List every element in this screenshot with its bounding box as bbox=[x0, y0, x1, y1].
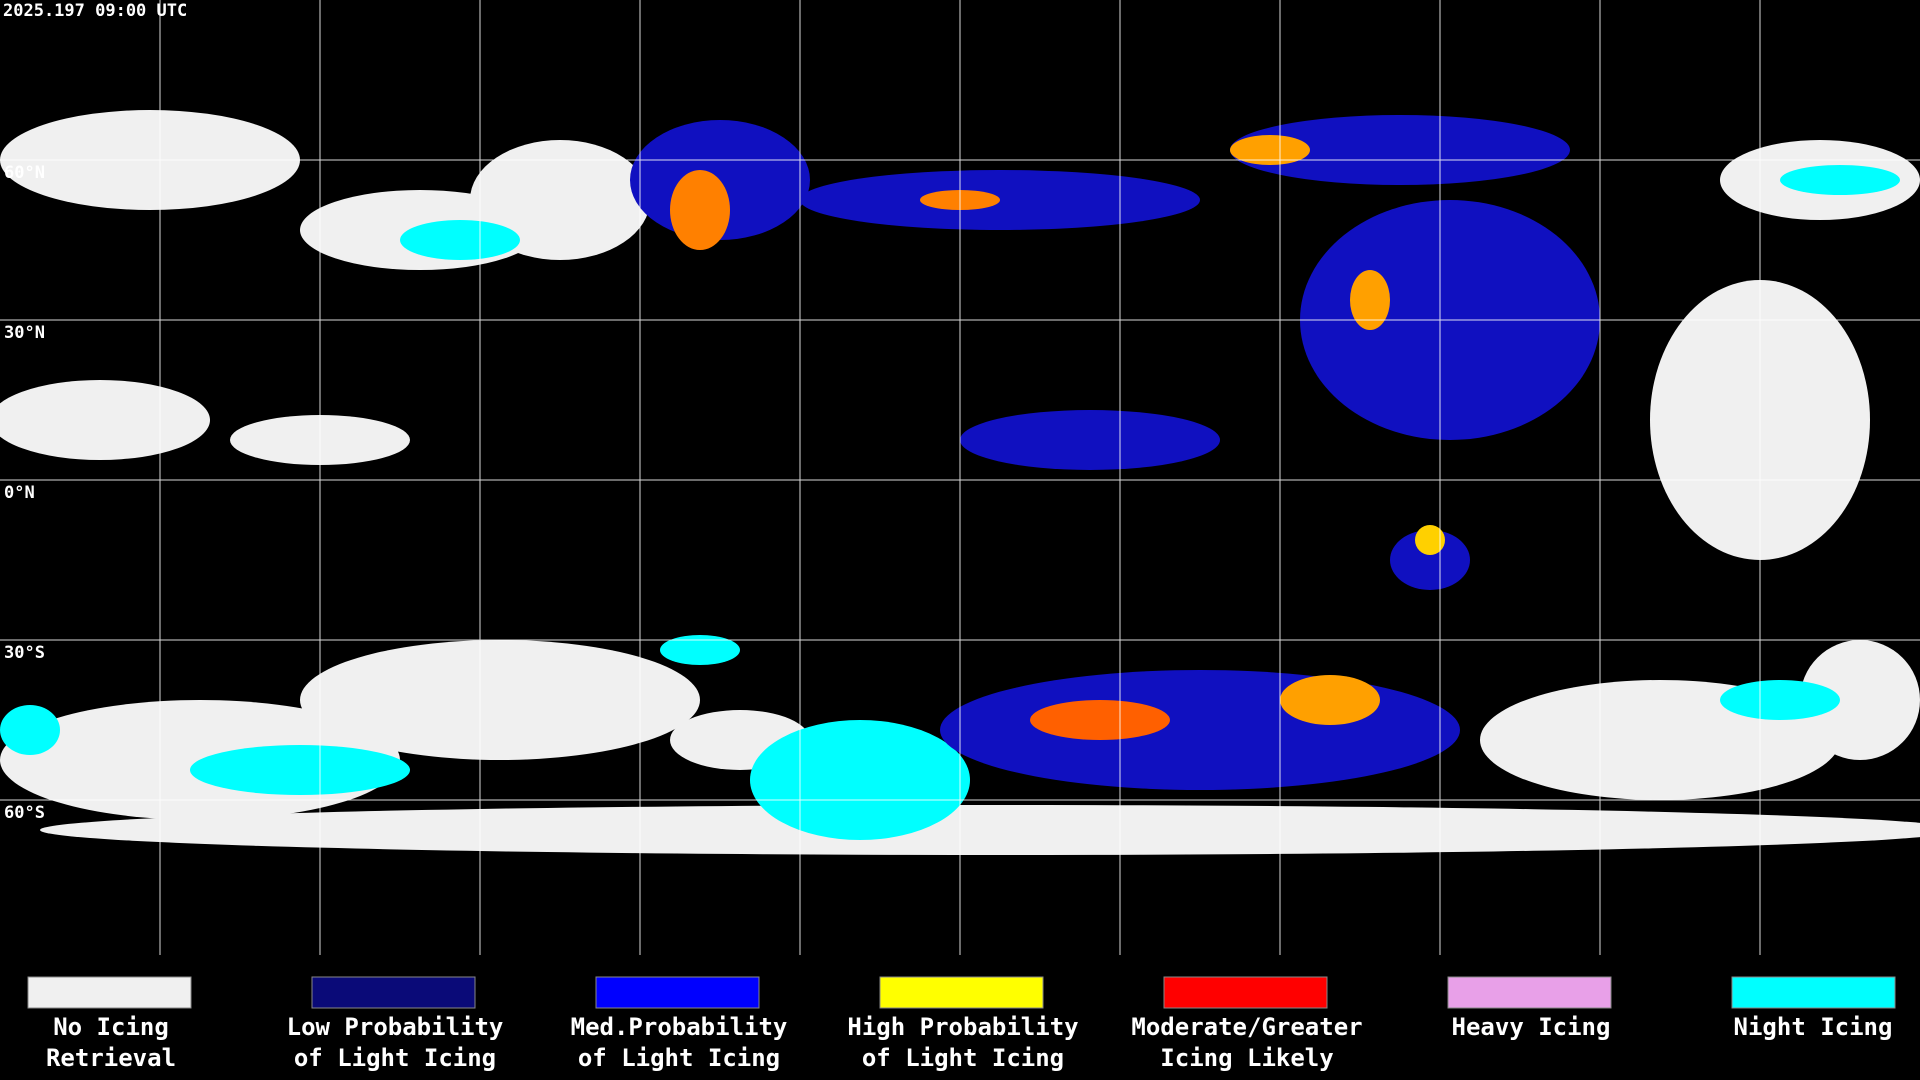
latitude-label: 60°S bbox=[4, 803, 45, 823]
legend-label: of Light Icing bbox=[578, 1044, 780, 1072]
legend-swatch bbox=[1731, 976, 1896, 1009]
legend-label: of Light Icing bbox=[294, 1044, 496, 1072]
legend-label: Icing Likely bbox=[1160, 1044, 1333, 1072]
cloud-night-icing bbox=[0, 165, 1900, 840]
legend-swatch bbox=[1163, 976, 1328, 1009]
latitude-label: 0°N bbox=[4, 483, 35, 503]
legend-label: Retrieval bbox=[46, 1044, 176, 1072]
legend-swatch bbox=[311, 976, 476, 1009]
icing-high-moderate bbox=[670, 135, 1445, 740]
graticule bbox=[0, 0, 1920, 955]
latitude-label: 60°N bbox=[4, 163, 45, 183]
legend-swatch bbox=[879, 976, 1044, 1009]
legend-label: Heavy Icing bbox=[1452, 1013, 1611, 1041]
legend-swatch bbox=[595, 976, 760, 1009]
legend-label: High Probability bbox=[847, 1013, 1078, 1041]
legend: No Icing Retrieval Low Probability of Light… bbox=[27, 976, 1896, 1072]
timestamp: 2025.197 09:00 UTC bbox=[3, 1, 187, 21]
legend-label: Night Icing bbox=[1734, 1013, 1893, 1041]
legend-label: No Icing bbox=[53, 1013, 169, 1041]
legend-label: Med.Probability bbox=[571, 1013, 788, 1041]
legend-swatch bbox=[27, 976, 192, 1009]
legend-label: Moderate/Greater bbox=[1131, 1013, 1362, 1041]
legend-swatch bbox=[1447, 976, 1612, 1009]
legend-label: Low Probability bbox=[287, 1013, 504, 1041]
map: 60°N 30°N 0°N 30°S 60°S 2025.197 09:00 UTC bbox=[0, 0, 1920, 955]
latitude-labels: 60°N 30°N 0°N 30°S 60°S bbox=[4, 163, 45, 823]
legend-label: of Light Icing bbox=[862, 1044, 1064, 1072]
latitude-label: 30°S bbox=[4, 643, 45, 663]
latitude-label: 30°N bbox=[4, 323, 45, 343]
